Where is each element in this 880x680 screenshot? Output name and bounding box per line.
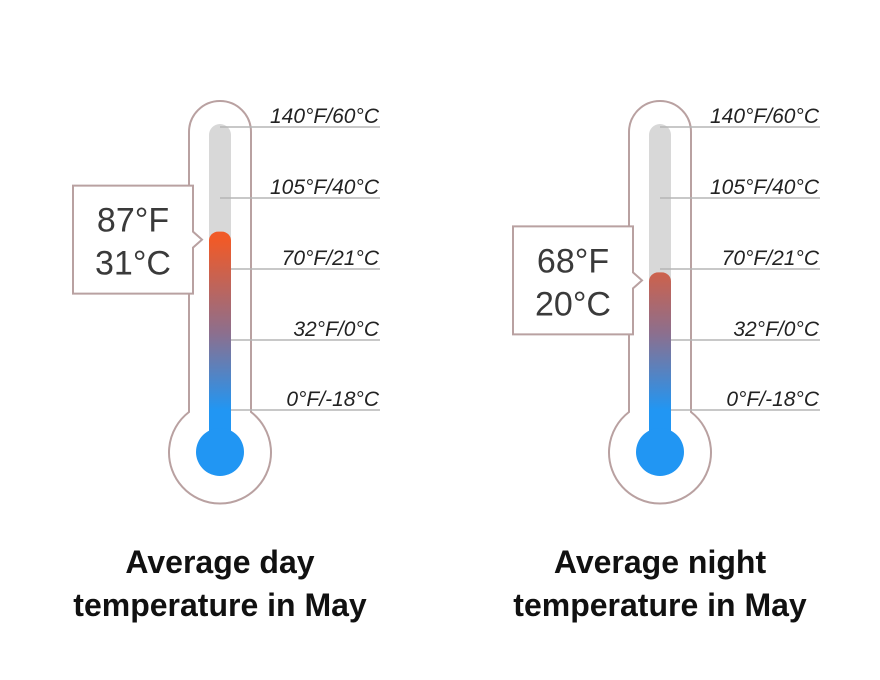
day-caption-line-2: temperature in May: [73, 587, 367, 623]
day-scale-label: 140°F/60°C: [270, 105, 380, 128]
day-mercury-column: [209, 231, 231, 440]
day-thermometer: 140°F/60°C 105°F/40°C 70°F/21°C 32°F/0°C 0°F…: [72, 100, 380, 505]
night-scale-label: 32°F/0°C: [733, 318, 819, 341]
day-scale-label: 70°F/21°C: [282, 247, 380, 270]
day-scale-label: 105°F/40°C: [270, 176, 380, 199]
day-caption: Average day temperature in May: [20, 541, 420, 627]
day-scale-label: 0°F/-18°C: [286, 388, 379, 411]
night-caption: Average night temperature in May: [460, 541, 860, 627]
day-bulb: [196, 428, 244, 476]
day-celsius-value: 31°C: [95, 245, 171, 283]
night-fahrenheit-value: 68°F: [537, 242, 609, 280]
night-mercury-column: [649, 272, 671, 440]
night-bulb: [636, 428, 684, 476]
night-value-callout: [512, 225, 644, 336]
day-fahrenheit-value: 87°F: [97, 202, 169, 240]
night-thermometer: 140°F/60°C 105°F/40°C 70°F/21°C 32°F/0°C 0°F…: [512, 100, 820, 505]
night-celsius-value: 20°C: [535, 285, 611, 323]
day-value-callout: [72, 184, 204, 295]
night-caption-line-1: Average night: [553, 544, 767, 580]
night-scale-label: 140°F/60°C: [710, 105, 820, 128]
night-scale-label: 0°F/-18°C: [726, 388, 819, 411]
night-caption-line-2: temperature in May: [513, 587, 807, 623]
day-caption-line-1: Average day: [125, 544, 315, 580]
night-scale-label: 105°F/40°C: [710, 176, 820, 199]
night-scale-label: 70°F/21°C: [722, 247, 820, 270]
day-scale-label: 32°F/0°C: [293, 318, 379, 341]
